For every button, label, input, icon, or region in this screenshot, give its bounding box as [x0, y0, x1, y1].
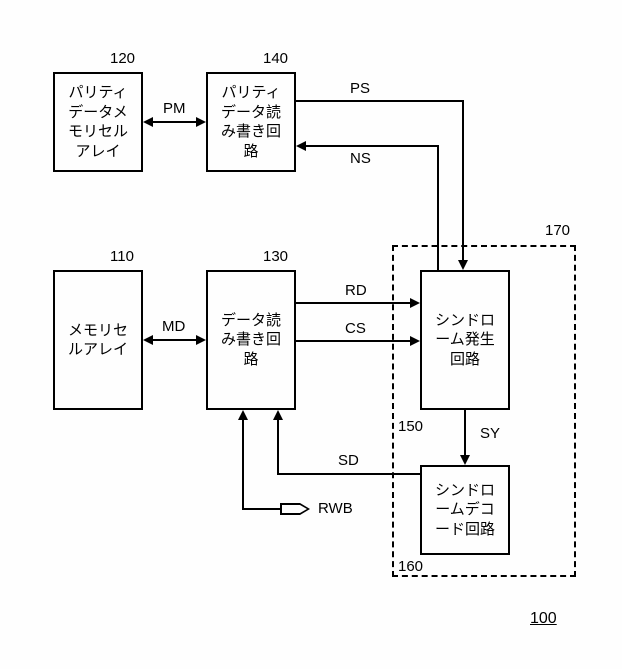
edge-rwb-v [242, 420, 244, 510]
label-pm: PM [163, 100, 186, 117]
box-160: シンドロ ームデコ ード回路 [420, 465, 510, 555]
num-150: 150 [398, 418, 423, 435]
label-sy: SY [480, 425, 500, 442]
box-110-text: メモリセ ルアレイ [68, 321, 128, 360]
figure-number: 100 [530, 610, 557, 628]
edge-md [153, 339, 196, 341]
num-120: 120 [110, 50, 135, 67]
edge-ns-v [437, 145, 439, 270]
arrow-sd [273, 410, 283, 420]
num-160: 160 [398, 558, 423, 575]
edge-sd-h [277, 473, 420, 475]
edge-sy [464, 410, 466, 457]
edge-cs [296, 340, 410, 342]
num-110: 110 [110, 248, 134, 265]
label-md: MD [162, 318, 185, 335]
label-rwb: RWB [318, 500, 353, 517]
rwb-tag [280, 503, 300, 515]
num-140: 140 [263, 50, 288, 67]
box-160-text: シンドロ ームデコ ード回路 [435, 481, 495, 540]
box-150: シンドロ ーム発生 回路 [420, 270, 510, 410]
edge-pm [153, 121, 196, 123]
arrow-sy [460, 455, 470, 465]
label-ps: PS [350, 80, 370, 97]
box-120: パリティ データメ モリセル アレイ [53, 72, 143, 172]
arrow-pm-left [143, 117, 153, 127]
edge-ps-v [462, 100, 464, 262]
label-ns: NS [350, 150, 371, 167]
num-170: 170 [545, 222, 570, 239]
box-110: メモリセ ルアレイ [53, 270, 143, 410]
arrow-md-left [143, 335, 153, 345]
diagram-canvas: 170 パリティ データメ モリセル アレイ 120 パリティ データ読 み書き… [0, 0, 622, 669]
box-150-text: シンドロ ーム発生 回路 [435, 311, 495, 370]
num-130: 130 [263, 248, 288, 265]
edge-rwb-h [242, 508, 280, 510]
label-rd: RD [345, 282, 367, 299]
arrow-md-right [196, 335, 206, 345]
box-120-text: パリティ データメ モリセル アレイ [68, 83, 128, 161]
box-130-text: データ読 み書き回 路 [221, 311, 281, 370]
arrow-cs [410, 336, 420, 346]
edge-sd-v [277, 420, 279, 475]
box-130: データ読 み書き回 路 [206, 270, 296, 410]
arrow-rwb [238, 410, 248, 420]
arrow-ps [458, 260, 468, 270]
arrow-ns [296, 141, 306, 151]
arrow-pm-right [196, 117, 206, 127]
box-140: パリティ データ読 み書き回 路 [206, 72, 296, 172]
edge-ps-h [296, 100, 464, 102]
edge-ns-h [306, 145, 439, 147]
edge-rd [296, 302, 410, 304]
label-cs: CS [345, 320, 366, 337]
label-sd: SD [338, 452, 359, 469]
arrow-rd [410, 298, 420, 308]
box-140-text: パリティ データ読 み書き回 路 [221, 83, 281, 161]
